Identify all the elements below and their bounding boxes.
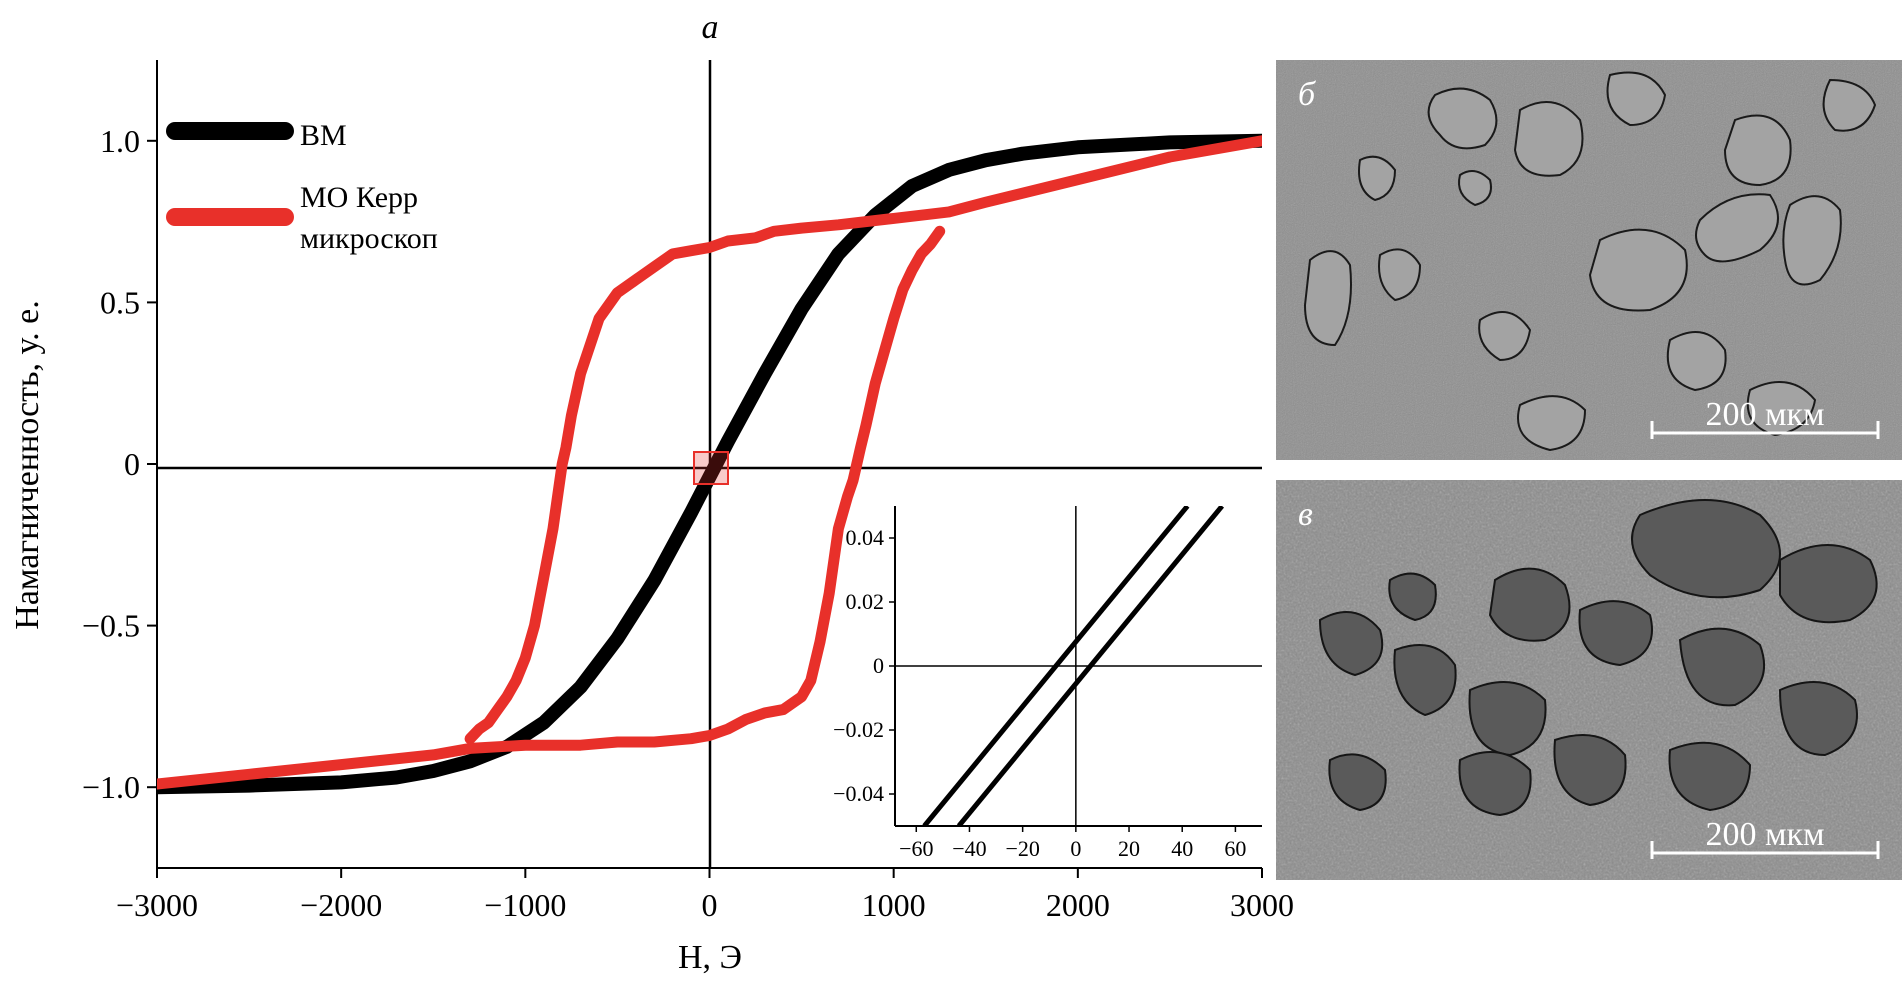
y-tick-label: −0.5	[82, 608, 140, 644]
y-axis-label: Намагниченность, у. е.	[9, 300, 46, 629]
inset-x-tick-label: −20	[1005, 836, 1039, 861]
zoom-region-marker	[693, 451, 729, 485]
inset-y-tick-label: 0.02	[846, 589, 885, 614]
panel-b-micrograph: б 200 мкм	[1276, 60, 1902, 460]
x-tick-label: −3000	[116, 887, 198, 923]
domain-outline	[1378, 248, 1422, 302]
domain-outline	[1631, 499, 1781, 599]
domain-outline	[1328, 753, 1387, 812]
panel-a-label: а	[702, 9, 719, 46]
domain-outline	[1778, 681, 1858, 757]
inset-ticks: −60 −40 −20 0 20 40 60 0.04 0.02 0 −0.02 −0.04	[833, 525, 1246, 861]
y-tick-label: 0.5	[100, 284, 140, 320]
inset-x-tick-label: 40	[1171, 836, 1193, 861]
x-axis-label-text: H, Э	[678, 939, 742, 976]
series-vm-line	[157, 133, 1262, 795]
main-plot-area	[157, 133, 1262, 795]
domain-outline	[1666, 331, 1727, 392]
panel-v-micrograph: в 200 мкм	[1276, 480, 1902, 880]
domain-outline	[1468, 681, 1547, 757]
domain-outline	[1427, 87, 1498, 150]
legend-kerr-label-line1: МО Керр	[300, 181, 418, 214]
domain-outline	[1668, 741, 1752, 812]
domain-outline	[1678, 627, 1765, 707]
micrograph-b-domains	[1303, 71, 1877, 452]
y-tick-label: 0	[124, 446, 140, 482]
y-tick-label: −1.0	[82, 769, 140, 805]
panel-v-label: в	[1298, 496, 1313, 533]
domain-outline	[1478, 311, 1532, 362]
domain-outline	[1779, 544, 1878, 624]
micrograph-v-texture	[1276, 480, 1902, 880]
domain-outline	[1458, 170, 1492, 207]
panel-a-chart: а −3000 −2000 −1000 0 1000 2000 30001.00.50−0.…	[9, 9, 1294, 976]
x-tick-label: 2000	[1046, 887, 1110, 923]
x-tick-label: 0	[702, 887, 718, 923]
series-kerr-ascending-line	[157, 225, 946, 790]
legend-kerr-label-line2: микроскоп	[300, 222, 438, 255]
scale-bar-b: 200 мкм	[1650, 396, 1880, 439]
scale-bar-v-label: 200 мкм	[1705, 816, 1824, 853]
scale-bar-v: 200 мкм	[1650, 816, 1880, 859]
inset-x-tick-label: −60	[899, 836, 933, 861]
domain-outline	[1303, 250, 1352, 347]
inset-x-tick-label: 60	[1224, 836, 1246, 861]
domain-outline	[1695, 193, 1779, 263]
domain-outline	[1822, 78, 1877, 132]
inset-plot-area	[895, 506, 1262, 826]
x-tick-label: −2000	[300, 887, 382, 923]
inset-chart: −60 −40 −20 0 20 40 60 0.04 0.02 0 −0.02 −0.04	[833, 506, 1262, 861]
inset-series-line-2	[956, 506, 1225, 826]
domain-outline	[1588, 228, 1688, 312]
domain-outline	[1318, 611, 1384, 677]
inset-y-tick-label: 0	[873, 653, 884, 678]
domain-outline	[1388, 572, 1437, 622]
legend-vm-label: ВМ	[300, 119, 347, 152]
domain-outline	[1358, 155, 1397, 202]
domain-outline	[1458, 751, 1532, 817]
x-tick-label: −1000	[484, 887, 566, 923]
domain-outline	[1723, 114, 1792, 187]
legend: ВМ МО Керр микроскоп	[166, 119, 438, 255]
y-tick-label: 1.0	[100, 123, 140, 159]
inset-x-tick-label: 20	[1118, 836, 1140, 861]
inset-y-tick-label: −0.04	[833, 781, 884, 806]
domain-outline	[1393, 644, 1457, 717]
domain-outline	[1782, 195, 1842, 286]
main-ticks: −3000 −2000 −1000 0 1000 2000 30001.00.50−0.5−…	[82, 123, 1294, 923]
panel-b-label: б	[1298, 76, 1317, 113]
x-tick-label: 1000	[862, 887, 926, 923]
series-kerr-descending-line	[464, 135, 1262, 745]
domain-outline	[1488, 567, 1571, 642]
x-tick-label: 3000	[1230, 887, 1294, 923]
domain-outline	[1746, 381, 1817, 437]
domain-outline	[1553, 734, 1627, 807]
domain-outline	[1606, 71, 1667, 127]
x-axis-label: H, Э	[678, 939, 742, 976]
domain-outline	[1578, 600, 1653, 667]
inset-y-tick-label: −0.02	[833, 717, 884, 742]
inset-series-line-1	[922, 506, 1190, 826]
domain-outline	[1513, 101, 1584, 177]
inset-x-tick-label: 0	[1070, 836, 1081, 861]
inset-y-tick-label: 0.04	[846, 525, 885, 550]
domain-outline	[1517, 395, 1587, 452]
micrograph-v-domains	[1318, 499, 1878, 817]
inset-x-tick-label: −40	[952, 836, 986, 861]
scale-bar-b-label: 200 мкм	[1705, 396, 1824, 433]
